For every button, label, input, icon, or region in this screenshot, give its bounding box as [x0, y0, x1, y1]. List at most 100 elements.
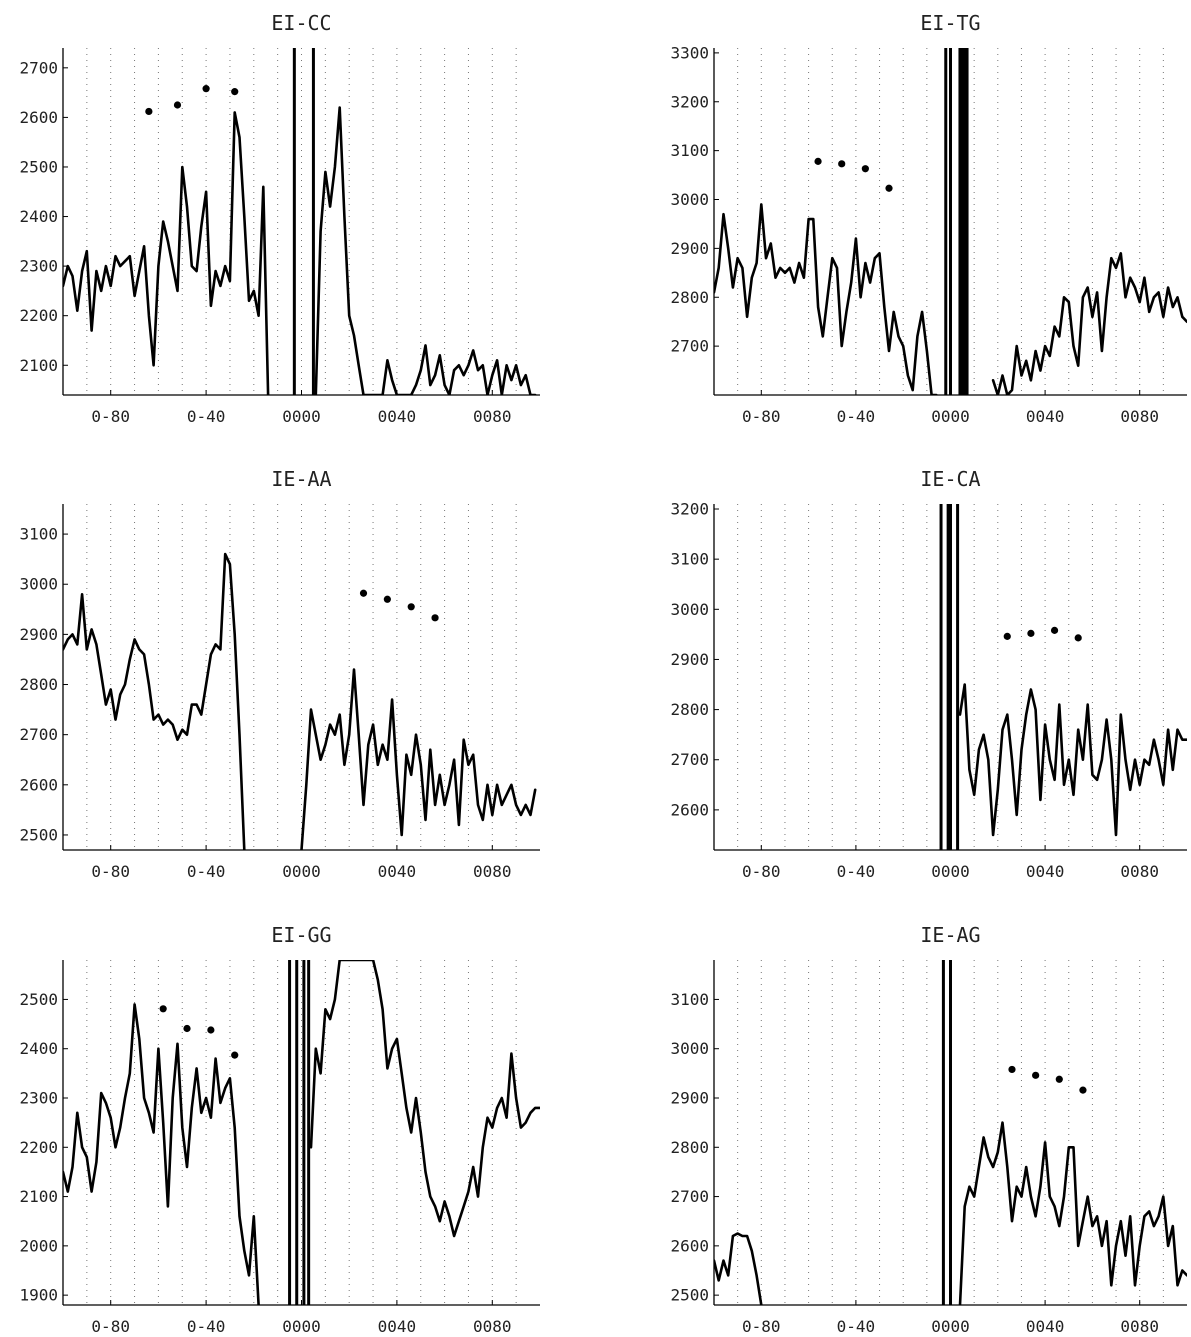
y-tick-label: 3100 [670, 550, 709, 569]
x-tick-label: 0-80 [91, 862, 130, 881]
x-tick-label: 0-40 [187, 407, 226, 426]
data-point-dot [861, 165, 869, 173]
x-tick-label: 0040 [1026, 1317, 1065, 1336]
panel-title: IE-CA [920, 467, 980, 491]
y-tick-label: 2900 [670, 239, 709, 258]
y-tick-label: 2300 [19, 257, 58, 276]
y-tick-label: 3000 [670, 600, 709, 619]
x-tick-label: 0040 [1026, 862, 1065, 881]
chart-panel: 2500 2600 2700 2800 2900 3000 3100 0-80 0-40 0000… [670, 923, 1187, 1336]
y-tick-label: 2200 [19, 306, 58, 325]
series-line [714, 1232, 763, 1305]
data-point-dot [1074, 634, 1082, 642]
x-tick-label: 0000 [931, 407, 970, 426]
data-point-dot [207, 1026, 215, 1034]
y-tick-label: 3100 [670, 990, 709, 1009]
y-tick-label: 2100 [19, 1187, 58, 1206]
series-line [991, 252, 1187, 395]
y-tick-label: 3000 [670, 1039, 709, 1058]
series-line [309, 960, 540, 1238]
y-tick-label: 1900 [19, 1286, 58, 1305]
y-tick-label: 2600 [19, 108, 58, 127]
x-tick-label: 0080 [473, 862, 512, 881]
data-point-dot [359, 589, 368, 597]
x-tick-label: 0080 [473, 407, 512, 426]
x-tick-label: 0-40 [187, 1317, 226, 1336]
x-tick-label: 0-40 [187, 862, 226, 881]
y-tick-label: 2400 [19, 1039, 58, 1058]
x-tick-label: 0-80 [742, 1317, 781, 1336]
series-line [300, 668, 537, 850]
y-tick-label: 2800 [19, 675, 58, 694]
panel-title: EI-CC [271, 11, 331, 35]
chart-panel: 2100 2200 2300 2400 2500 2600 2700 0-80 0-40 0000… [19, 11, 540, 426]
data-point-dot [1003, 632, 1011, 640]
data-point-dot [1032, 1071, 1040, 1079]
y-tick-label: 2500 [670, 1286, 709, 1305]
y-tick-label: 2700 [19, 725, 58, 744]
x-tick-label: 0040 [378, 862, 417, 881]
series-line [63, 111, 270, 395]
x-tick-label: 0080 [473, 1317, 512, 1336]
chart-panel: 2700 2800 2900 3000 3100 3200 3300 0-80 0-40 0000… [670, 11, 1187, 426]
panel-title: IE-AA [271, 467, 331, 491]
y-tick-label: 3000 [670, 190, 709, 209]
data-point-dot [885, 184, 893, 192]
y-tick-label: 3000 [19, 575, 58, 594]
data-point-dot [383, 595, 391, 603]
series-line [63, 1003, 260, 1305]
chart-panel: 2600 2700 2800 2900 3000 3100 3200 0-80 0-40 0000… [670, 467, 1187, 881]
y-tick-label: 2500 [19, 157, 58, 176]
y-tick-label: 2700 [19, 58, 58, 77]
y-tick-label: 2500 [19, 990, 58, 1009]
data-point-dot [183, 1024, 191, 1033]
data-point-dot [231, 1051, 239, 1059]
y-tick-label: 2100 [19, 356, 58, 375]
y-tick-label: 2900 [670, 650, 709, 669]
y-tick-label: 2800 [670, 700, 709, 719]
data-point-dot [145, 107, 153, 116]
y-tick-label: 3100 [670, 141, 709, 160]
panel-title: EI-GG [271, 923, 331, 947]
data-point-dot [202, 85, 210, 93]
data-point-dot [431, 614, 439, 622]
y-tick-label: 2700 [670, 1187, 709, 1206]
data-point-dot [159, 1005, 167, 1013]
x-tick-label: 0000 [282, 862, 321, 881]
x-tick-label: 0-40 [837, 407, 876, 426]
chart-panel: 2500 2600 2700 2800 2900 3000 3100 0-80 0-40 0000… [19, 467, 540, 881]
x-tick-label: 0-80 [742, 407, 781, 426]
y-tick-label: 2700 [670, 750, 709, 769]
panel-title: IE-AG [920, 923, 980, 947]
data-point-dot [1055, 1075, 1063, 1083]
y-tick-label: 2900 [670, 1089, 709, 1108]
y-tick-label: 2000 [19, 1236, 58, 1255]
x-tick-label: 0080 [1120, 1317, 1159, 1336]
x-tick-label: 0000 [931, 1317, 970, 1336]
x-tick-label: 0080 [1120, 862, 1159, 881]
y-tick-label: 3300 [670, 43, 709, 62]
series-line [714, 203, 938, 395]
x-tick-label: 0-80 [742, 862, 781, 881]
y-tick-label: 3200 [670, 92, 709, 111]
y-tick-label: 2800 [670, 1138, 709, 1157]
data-point-dot [1079, 1086, 1087, 1094]
y-tick-label: 2800 [670, 288, 709, 307]
data-point-dot [1008, 1065, 1016, 1074]
data-point-dot [407, 603, 415, 611]
x-tick-label: 0000 [282, 407, 321, 426]
x-tick-label: 0-80 [91, 1317, 130, 1336]
data-point-dot [173, 101, 182, 109]
y-tick-label: 2500 [19, 825, 58, 844]
data-point-dot [1027, 629, 1035, 637]
x-tick-label: 0-80 [91, 407, 130, 426]
x-tick-label: 0080 [1120, 407, 1159, 426]
series-line [958, 1121, 1187, 1305]
series-line [958, 683, 1187, 837]
y-tick-label: 2600 [670, 1236, 709, 1255]
y-tick-label: 2900 [19, 625, 58, 644]
data-point-dot [231, 88, 239, 96]
y-tick-label: 2600 [670, 800, 709, 819]
series-line [63, 552, 246, 850]
